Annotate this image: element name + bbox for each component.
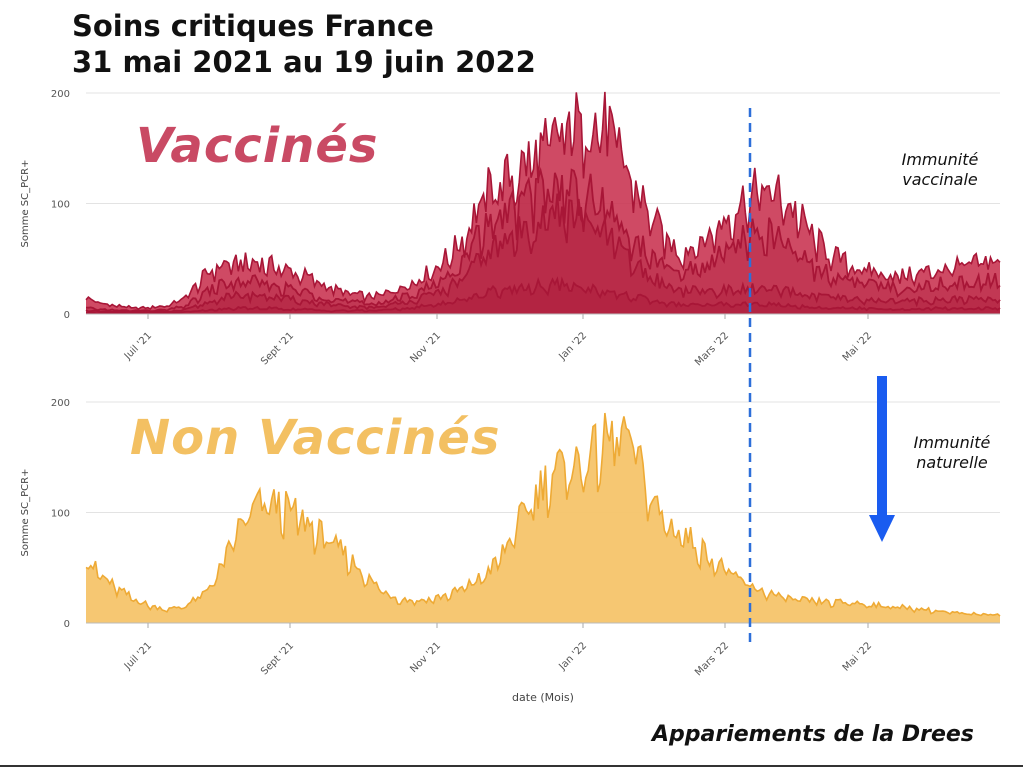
vaccinated-sublayer-line [85,193,1001,314]
x-tick-label: Juil '21 [122,640,154,672]
vaccinal-immunity-line-1: Immunité [901,150,979,169]
y-tick-label: 200 [51,398,70,409]
y-tick-label: 0 [64,619,70,630]
arrow-head [869,515,895,542]
source-credit: Appariements de la Drees [652,722,974,747]
vaccinated-sublayer-line [85,167,1001,313]
unvaccinated-area [86,413,1000,623]
y-axis-label: Somme SC_PCR+ [20,160,31,248]
x-tick-label: Jan '22 [557,330,590,363]
vaccinated-sublayer-area [86,169,1000,314]
unvaccinated-line [85,412,1001,617]
x-tick-label: Mai '22 [841,330,874,363]
vaccinal-immunity-line-2: vaccinale [902,170,978,189]
y-tick-label: 100 [51,509,70,520]
vaccinated-total-line [85,91,1001,311]
vaccinated-area [86,91,1000,315]
x-tick-label: Mars '22 [693,330,731,368]
vaccinal-immunity-note: Immunité vaccinale [880,150,1000,190]
chart-title: Soins critiques France 31 mai 2021 au 19… [72,8,536,80]
x-tick-label: Nov '21 [408,330,443,365]
unvaccinated-label: Non Vaccinés [130,410,501,466]
x-tick-label: Nov '21 [408,640,443,675]
x-tick-label: Sept '21 [259,640,296,677]
x-tick-label: Mars '22 [693,640,731,678]
vaccinated-sublayer-area [86,193,1000,314]
x-tick-label: Jan '22 [557,640,590,673]
x-tick-label: Mai '22 [841,640,874,673]
title-line-2: 31 mai 2021 au 19 juin 2022 [72,45,536,79]
vaccinated-label: Vaccinés [136,118,379,174]
y-tick-label: 200 [51,89,70,100]
y-axis-label: Somme SC_PCR+ [20,469,31,557]
arrow-shaft [877,376,887,518]
y-tick-label: 0 [64,310,70,321]
natural-immunity-line-1: Immunité [913,433,991,452]
natural-immunity-line-2: naturelle [916,453,988,472]
bottom-divider [0,765,1023,767]
x-axis-label: date (Mois) [512,691,574,704]
x-tick-label: Juil '21 [122,330,154,362]
x-tick-label: Sept '21 [259,330,296,367]
y-tick-label: 100 [51,200,70,211]
natural-immunity-note: Immunité naturelle [892,433,1012,473]
vaccinated-sublayer-line [85,276,1001,315]
title-line-1: Soins critiques France [72,9,434,43]
